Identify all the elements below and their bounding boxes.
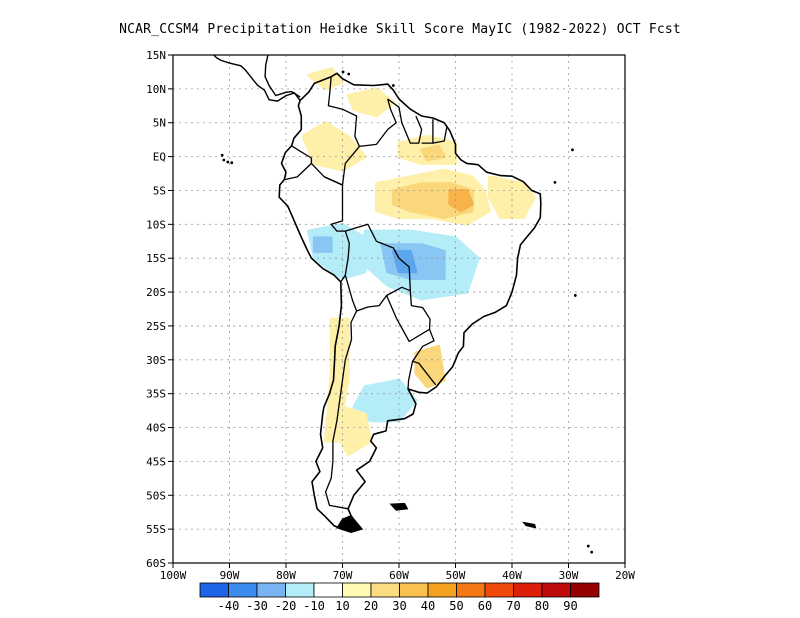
colorbar-label: 80 [535, 599, 549, 613]
small-island [347, 72, 351, 76]
colorbar-label: -20 [275, 599, 297, 613]
y-tick-label: 15S [146, 252, 166, 265]
country-border [327, 76, 360, 147]
small-island [391, 84, 395, 87]
colorbar-label: 20 [364, 599, 378, 613]
y-tick-label: 10S [146, 218, 166, 231]
x-tick-label: 50W [446, 569, 466, 582]
y-tick-label: 5N [153, 117, 166, 130]
country-border [324, 98, 397, 186]
colorbar-label: -10 [303, 599, 325, 613]
colorbar-label: -40 [218, 599, 240, 613]
skill-fill-layer [301, 67, 537, 457]
y-tick-label: 45S [146, 455, 166, 468]
south-america-coastline [278, 72, 542, 530]
colorbar-swatch [342, 582, 372, 598]
colorbar-label: 40 [421, 599, 435, 613]
x-tick-label: 90W [220, 569, 240, 582]
colorbar-label: 10 [335, 599, 349, 613]
y-tick-label: 55S [146, 523, 166, 536]
colorbar-swatch [541, 582, 571, 598]
country-border [411, 329, 437, 386]
grid-lines [173, 55, 625, 563]
colorbar-swatch [228, 582, 258, 598]
x-tick-label: 60W [389, 569, 409, 582]
small-island [230, 161, 234, 165]
map-title: NCAR_CCSM4 Precipitation Heidke Skill Sc… [119, 22, 681, 37]
island [389, 502, 409, 511]
colorbar-swatch [285, 582, 315, 598]
small-island [220, 153, 224, 157]
colorbar-swatch [513, 582, 543, 598]
colorbar-swatch [456, 582, 486, 598]
central-america-caribbean-coast [264, 55, 301, 98]
skill-region-venezuela [346, 87, 395, 118]
skill-region-peru-min [312, 236, 333, 253]
skill-region-guianas-core [420, 144, 446, 162]
country-border [291, 145, 313, 164]
x-tick-label: 20W [615, 569, 635, 582]
colorbar-label: 50 [449, 599, 463, 613]
skill-region-patagonia [335, 405, 373, 457]
skill-region-uruguay [414, 344, 446, 389]
y-tick-label: 35S [146, 388, 166, 401]
colorbar-swatch [399, 582, 429, 598]
central-america-coast [212, 55, 301, 102]
x-tick-label: 100W [160, 569, 187, 582]
y-tick-label: 60S [146, 557, 166, 570]
coastlines [212, 55, 594, 554]
island [522, 521, 537, 529]
country-border [344, 223, 411, 312]
colorbar-label: 70 [506, 599, 520, 613]
skill-region-ne-brazil [487, 175, 537, 220]
y-tick-label: 5S [153, 184, 166, 197]
y-tick-label: 25S [146, 320, 166, 333]
colorbar-label: 30 [392, 599, 406, 613]
colorbar: -40 -30 -20 -10 10 20 30 40 50 60 70 80 90 [199, 582, 600, 613]
small-island [222, 158, 226, 162]
country-border [432, 125, 448, 144]
island [336, 515, 364, 534]
country-border [407, 361, 414, 389]
colorbar-swatch [370, 582, 400, 598]
small-island [553, 180, 557, 184]
y-tick-label: 40S [146, 422, 166, 435]
x-tick-label: 80W [276, 569, 296, 582]
x-tick-label: 40W [502, 569, 522, 582]
colorbar-swatch [484, 582, 514, 598]
colorbar-swatch [427, 582, 457, 598]
y-tick-label: 20S [146, 286, 166, 299]
colorbar-swatch [570, 582, 600, 598]
colorbar-swatch [313, 582, 343, 598]
x-tick-label: 30W [559, 569, 579, 582]
small-island [590, 550, 594, 554]
x-tick-label: 70W [333, 569, 353, 582]
small-island [571, 148, 574, 152]
colorbar-label: 60 [478, 599, 492, 613]
small-island [586, 544, 590, 548]
y-tick-label: 50S [146, 489, 166, 502]
y-tick-label: 15N [146, 49, 166, 62]
y-tick-label: 30S [146, 354, 166, 367]
colorbar-swatch [199, 582, 229, 598]
colorbar-label: 90 [563, 599, 577, 613]
country-border [324, 310, 358, 510]
small-island [226, 160, 230, 164]
colorbar-label: -30 [246, 599, 268, 613]
small-island [573, 294, 577, 297]
country-border [386, 290, 431, 343]
axes: 100W 90W 80W 70W 60W 50W 40W 30W 20W 15N 10N 5N EQ 5S… [146, 49, 635, 582]
y-tick-label: EQ [153, 151, 166, 164]
country-border [387, 98, 423, 144]
skill-region-para-max [448, 189, 474, 213]
colorbar-swatch [256, 582, 286, 598]
small-island [341, 70, 345, 74]
y-tick-label: 10N [146, 83, 166, 96]
